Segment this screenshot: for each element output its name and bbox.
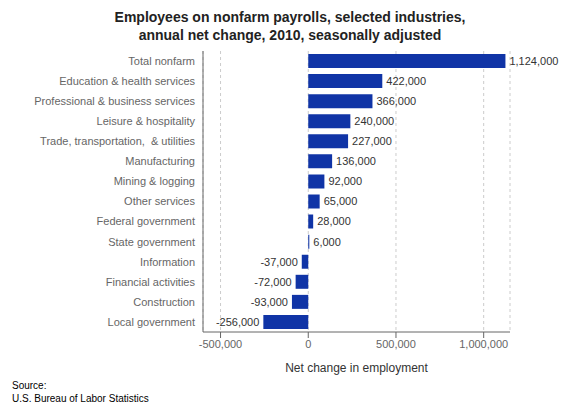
- html-text:Source:: Source:: [12, 380, 47, 391]
- svg-text:0: 0: [305, 338, 311, 350]
- svg-text:1,000,000: 1,000,000: [459, 338, 508, 350]
- html-text:Employees on nonfarm payrolls,: Employees on nonfarm payrolls, selected …: [114, 9, 466, 43]
- svg-text:Leisure & hospitality: Leisure & hospitality: [97, 115, 196, 127]
- svg-text:Federal government: Federal government: [97, 215, 195, 227]
- svg-text:422,000: 422,000: [386, 75, 426, 87]
- svg-text:366,000: 366,000: [376, 95, 416, 107]
- svg-text:Information: Information: [140, 256, 195, 268]
- svg-text:-93,000: -93,000: [251, 296, 288, 308]
- svg-text:-72,000: -72,000: [254, 276, 291, 288]
- svg-text:28,000: 28,000: [317, 215, 351, 227]
- svg-text:92,000: 92,000: [328, 175, 362, 187]
- svg-text:Professional & business servic: Professional & business services: [34, 95, 195, 107]
- svg-text:Trade, transportation, & util: Trade, transportation, & utilities: [40, 135, 195, 147]
- svg-text:1,124,000: 1,124,000: [509, 55, 558, 67]
- svg-text:240,000: 240,000: [354, 115, 394, 127]
- svg-text:Mining & logging: Mining & logging: [114, 175, 195, 187]
- svg-text:Net change in employment: Net change in employment: [285, 361, 428, 375]
- svg-text:-37,000: -37,000: [260, 256, 297, 268]
- svg-text:500,000: 500,000: [376, 338, 416, 350]
- svg-text:6,000: 6,000: [313, 236, 341, 248]
- svg-text:Financial activities: Financial activities: [106, 276, 196, 288]
- svg-text:State government: State government: [108, 236, 195, 248]
- svg-text:Other services: Other services: [124, 195, 195, 207]
- svg-text:Manufacturing: Manufacturing: [125, 155, 195, 167]
- svg-text:Local government: Local government: [108, 316, 195, 328]
- svg-text:Total nonfarm: Total nonfarm: [128, 55, 195, 67]
- svg-text:-256,000: -256,000: [216, 316, 259, 328]
- svg-text:227,000: 227,000: [352, 135, 392, 147]
- svg-text:Construction: Construction: [133, 296, 195, 308]
- svg-text:Education & health services: Education & health services: [59, 75, 195, 87]
- svg-text:65,000: 65,000: [324, 195, 358, 207]
- html-text:U.S. Bureau of Labor Statistic: U.S. Bureau of Labor Statistics: [12, 393, 149, 404]
- svg-text:136,000: 136,000: [336, 155, 376, 167]
- svg-text:-500,000: -500,000: [199, 338, 242, 350]
